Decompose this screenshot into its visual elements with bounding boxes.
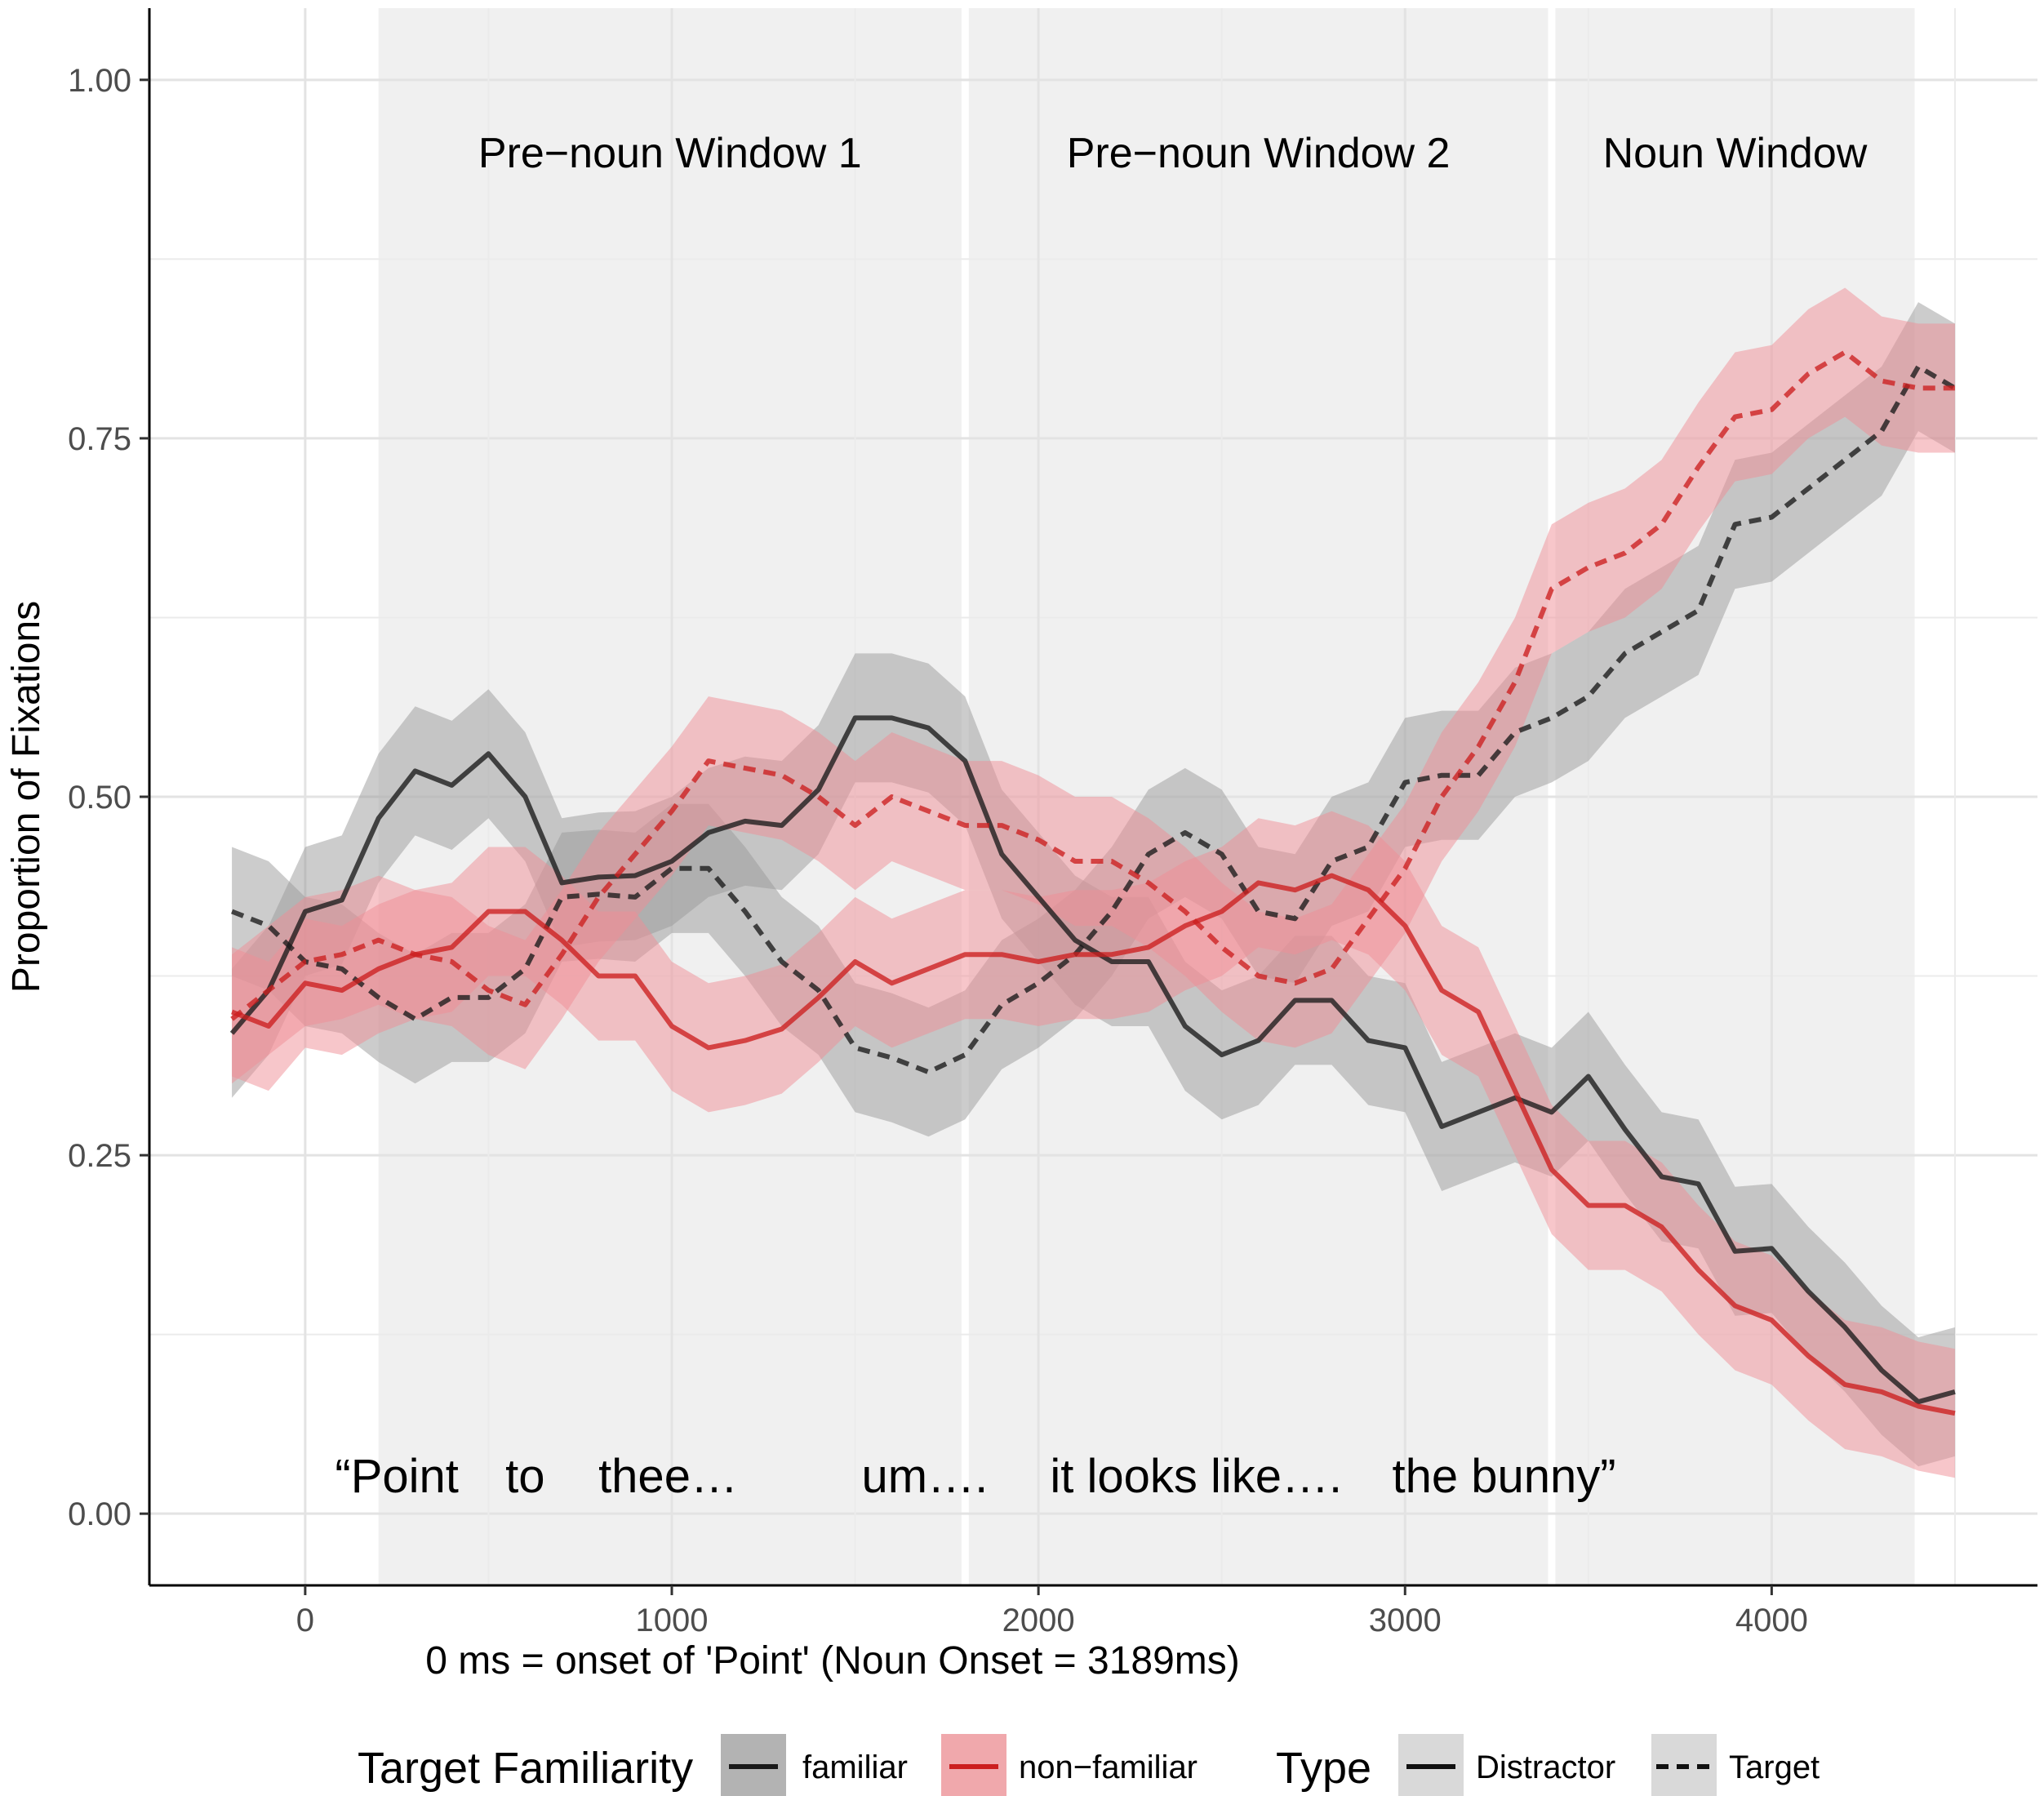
y-tick-label: 0.25 — [68, 1138, 131, 1174]
legend-label-target: Target — [1729, 1749, 1820, 1785]
y-tick-label: 1.00 — [68, 63, 131, 99]
legend-key-non-familiar — [941, 1734, 1006, 1796]
x-tick-labels: 0 1000 2000 3000 4000 — [296, 1585, 1808, 1638]
window-labels: Pre−noun Window 1 Pre−noun Window 2 Noun W… — [478, 130, 1868, 177]
ci-band-non-familiar-distractor — [232, 811, 1955, 1478]
series-line-familiar-target — [231, 364, 1957, 1075]
y-tick-label: 0.00 — [68, 1496, 131, 1532]
x-tick-label: 1000 — [636, 1603, 709, 1638]
utterance-word: thee… — [598, 1450, 738, 1503]
ci-band-familiar-target — [232, 302, 1955, 1137]
utterance-word: um…. — [862, 1450, 989, 1503]
x-tick-label: 4000 — [1735, 1603, 1808, 1638]
window-label-pre-noun-window-1: Pre−noun Window 1 — [478, 130, 862, 177]
confidence-bands — [232, 287, 1955, 1478]
y-tick-labels: 0.00 0.25 0.50 0.75 1.00 — [68, 63, 149, 1532]
series-line-non-familiar-target — [230, 349, 1955, 1021]
window-label-pre-noun-window-2: Pre−noun Window 2 — [1067, 130, 1451, 177]
legend-label-non-familiar: non−familiar — [1019, 1749, 1198, 1785]
ci-band-non-familiar-target — [232, 287, 1955, 1084]
legend-familiarity-title: Target Familiarity — [358, 1744, 693, 1793]
utterance-word: the bunny” — [1392, 1450, 1615, 1503]
y-axis-title: Proportion of Fixations — [5, 601, 48, 993]
legend: Target Familiarity familiar non−familiar… — [358, 1734, 1820, 1796]
utterance-word: “Point — [335, 1450, 459, 1503]
series-line-familiar-distractor — [229, 715, 1956, 1405]
utterance-word: it looks like…. — [1050, 1450, 1342, 1503]
x-tick-label: 3000 — [1369, 1603, 1442, 1638]
legend-key-distractor — [1398, 1734, 1464, 1796]
legend-label-familiar: familiar — [802, 1749, 908, 1785]
x-tick-label: 0 — [296, 1603, 314, 1638]
utterance-word: to — [505, 1450, 544, 1503]
series-lines — [229, 349, 1957, 1416]
x-tick-label: 2000 — [1002, 1603, 1075, 1638]
utterance-annotation: “Point to thee… um…. it looks like…. the bunn… — [335, 1450, 1615, 1503]
series-line-non-familiar-distractor — [231, 873, 1956, 1416]
legend-key-familiar — [721, 1734, 786, 1796]
legend-key-target — [1651, 1734, 1717, 1796]
legend-type-title: Type — [1276, 1744, 1371, 1793]
x-axis-title: 0 ms = onset of 'Point' (Noun Onset = 31… — [425, 1639, 1240, 1683]
window-label-noun-window: Noun Window — [1603, 130, 1868, 177]
y-tick-label: 0.75 — [68, 421, 131, 457]
y-tick-label: 0.50 — [68, 780, 131, 816]
legend-label-distractor: Distractor — [1476, 1749, 1615, 1785]
